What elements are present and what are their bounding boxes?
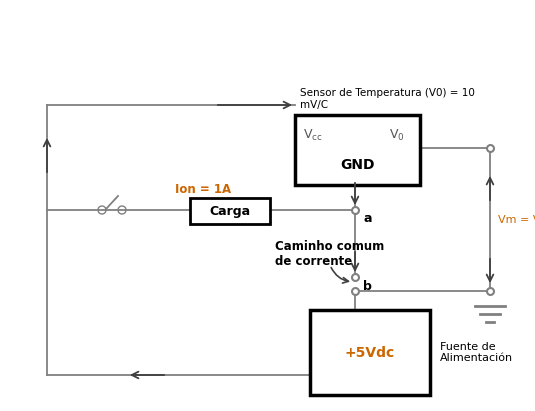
Text: b: b: [363, 280, 372, 293]
Bar: [295, 115, 420, 185]
Text: Caminho comum
de corrente: Caminho comum de corrente: [275, 240, 384, 268]
Text: +5Vdc: +5Vdc: [345, 346, 395, 360]
Text: Ion = 1A: Ion = 1A: [175, 183, 231, 196]
Text: Fuente de
Alimentación: Fuente de Alimentación: [440, 342, 513, 363]
Text: Carga: Carga: [209, 205, 250, 217]
Text: GND: GND: [340, 158, 374, 172]
Text: $\mathsf{V_0}$: $\mathsf{V_0}$: [389, 127, 405, 143]
Text: $\mathsf{V_{cc}}$: $\mathsf{V_{cc}}$: [303, 127, 323, 143]
Text: a: a: [363, 212, 371, 225]
Text: Vm = V0 + Vab: Vm = V0 + Vab: [498, 215, 535, 224]
Bar: [310, 310, 430, 395]
Bar: [190, 198, 270, 224]
Text: Sensor de Temperatura (V0) = 10
mV/C: Sensor de Temperatura (V0) = 10 mV/C: [300, 88, 475, 110]
